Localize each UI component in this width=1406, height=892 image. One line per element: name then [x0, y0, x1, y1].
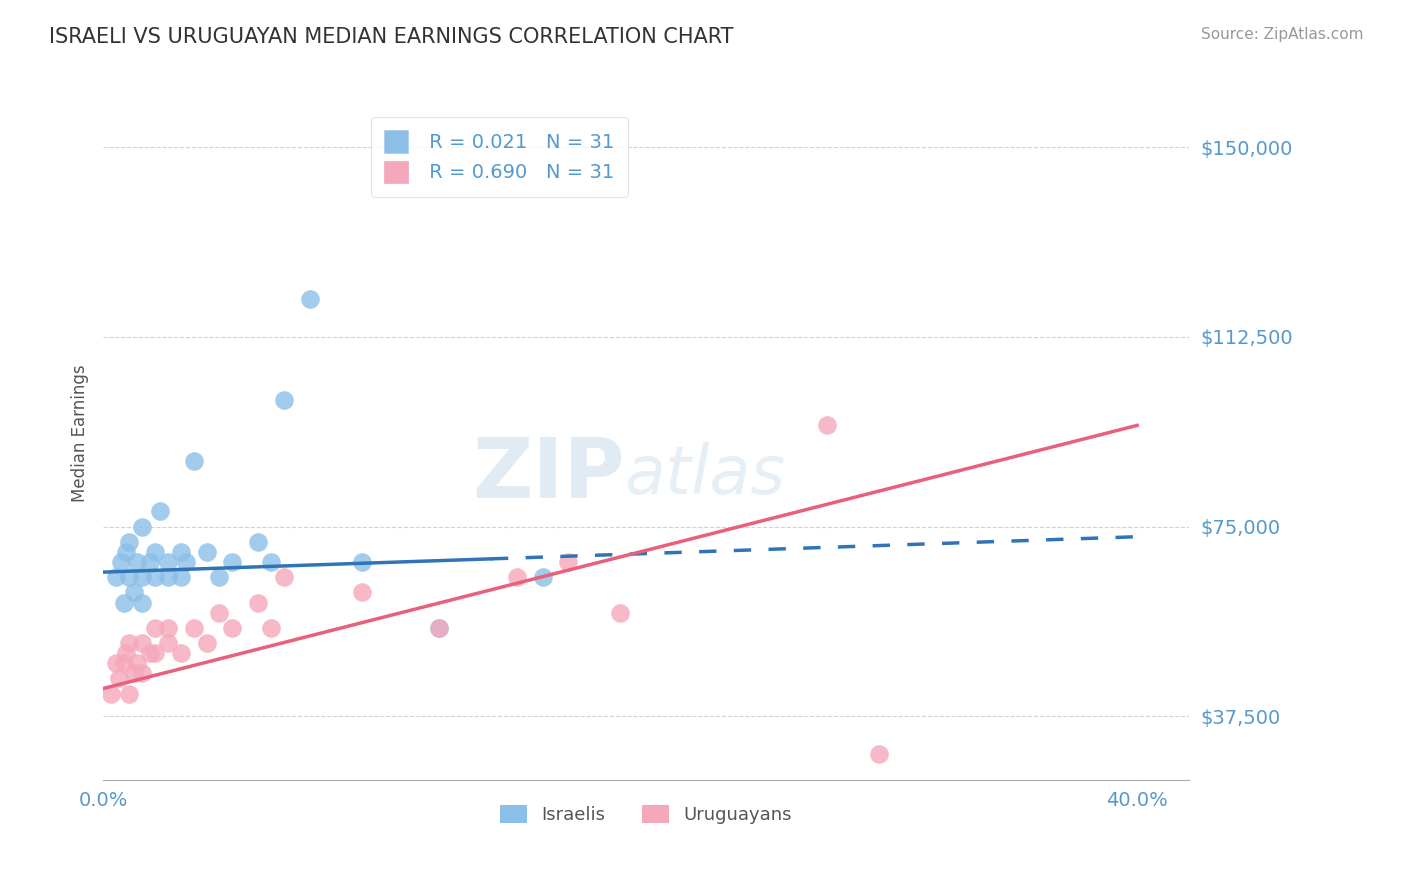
Point [125, 555, 148, 569]
Point [105, 570, 128, 584]
Text: ZIP: ZIP [472, 434, 624, 515]
Point [170, 646, 193, 660]
Point [174, 555, 197, 569]
Point [247, 595, 270, 609]
Point [115, 646, 138, 660]
Point [156, 621, 179, 635]
Point [427, 621, 450, 635]
Point [273, 393, 295, 408]
Point [112, 657, 135, 671]
Point [170, 570, 193, 584]
Point [427, 621, 450, 635]
Point [118, 570, 141, 584]
Point [112, 595, 135, 609]
Point [156, 570, 179, 584]
Point [156, 555, 179, 569]
Point [131, 570, 153, 584]
Point [247, 534, 270, 549]
Point [609, 606, 631, 620]
Point [221, 621, 243, 635]
Point [131, 595, 153, 609]
Point [122, 585, 145, 599]
Point [118, 534, 141, 549]
Point [868, 747, 890, 762]
Y-axis label: Median Earnings: Median Earnings [72, 364, 89, 502]
Point [298, 292, 321, 306]
Point [115, 545, 138, 559]
Point [195, 545, 218, 559]
Point [183, 621, 205, 635]
Point [143, 646, 166, 660]
Point [815, 418, 838, 433]
Point [350, 585, 373, 599]
Point [143, 621, 166, 635]
Point [122, 666, 145, 681]
Point [131, 519, 153, 533]
Point [195, 636, 218, 650]
Point [208, 606, 231, 620]
Point [183, 454, 205, 468]
Point [208, 570, 231, 584]
Point [131, 636, 153, 650]
Point [260, 621, 283, 635]
Point [107, 672, 129, 686]
Point [100, 687, 122, 701]
Point [110, 555, 132, 569]
Point [170, 545, 193, 559]
Point [531, 570, 554, 584]
Point [143, 545, 166, 559]
Text: Source: ZipAtlas.com: Source: ZipAtlas.com [1201, 27, 1364, 42]
Point [105, 657, 128, 671]
Point [131, 666, 153, 681]
Point [125, 657, 148, 671]
Text: ISRAELI VS URUGUAYAN MEDIAN EARNINGS CORRELATION CHART: ISRAELI VS URUGUAYAN MEDIAN EARNINGS COR… [49, 27, 734, 46]
Point [506, 570, 529, 584]
Text: atlas: atlas [624, 442, 786, 508]
Point [143, 570, 166, 584]
Point [149, 504, 172, 518]
Point [118, 636, 141, 650]
Point [350, 555, 373, 569]
Point [221, 555, 243, 569]
Point [118, 687, 141, 701]
Point [156, 636, 179, 650]
Point [138, 555, 160, 569]
Point [138, 646, 160, 660]
Point [260, 555, 283, 569]
Point [273, 570, 295, 584]
Point [557, 555, 579, 569]
Legend: Israelis, Uruguayans: Israelis, Uruguayans [491, 796, 801, 833]
